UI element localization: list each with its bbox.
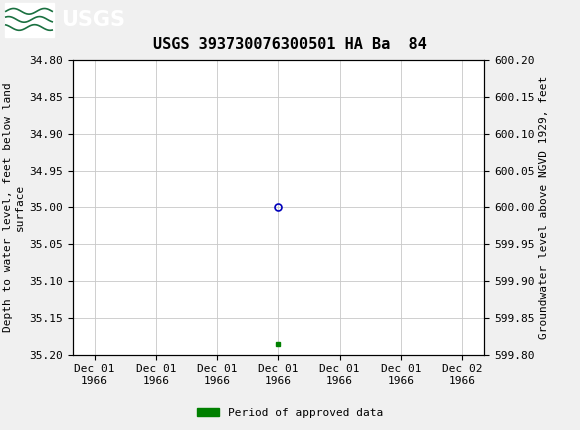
- Y-axis label: Groundwater level above NGVD 1929, feet: Groundwater level above NGVD 1929, feet: [539, 76, 549, 339]
- Legend: Period of approved data: Period of approved data: [193, 403, 387, 422]
- Text: USGS 393730076300501 HA Ba  84: USGS 393730076300501 HA Ba 84: [153, 37, 427, 52]
- FancyBboxPatch shape: [5, 3, 54, 37]
- Text: USGS: USGS: [61, 10, 125, 30]
- Y-axis label: Depth to water level, feet below land
surface: Depth to water level, feet below land su…: [3, 83, 25, 332]
